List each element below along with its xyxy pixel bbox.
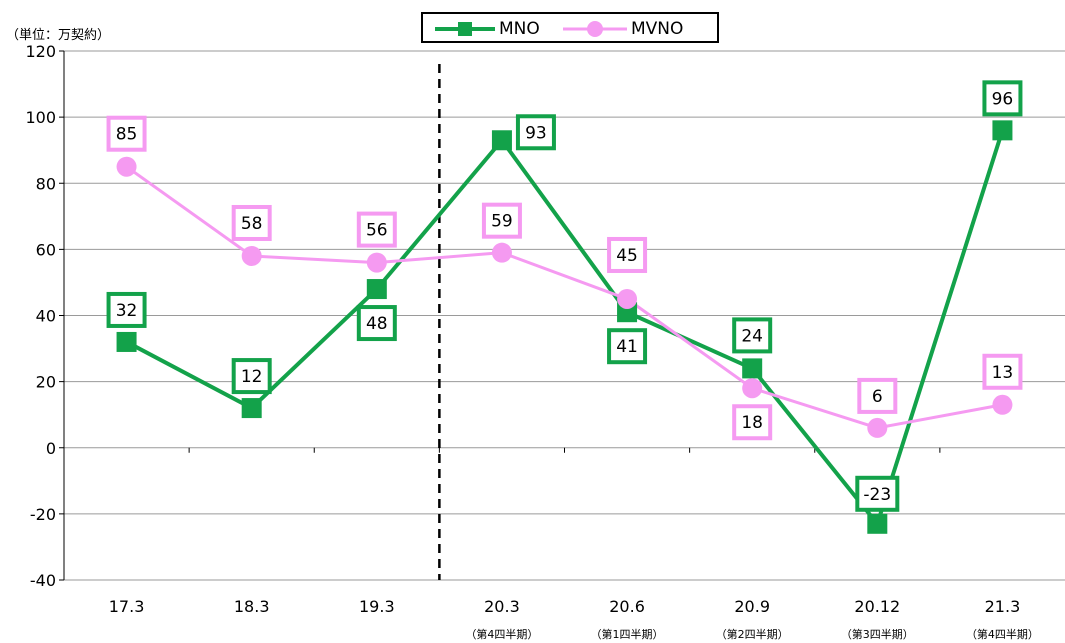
- data-label-box-mvno: [231, 204, 272, 241]
- data-label-box-mno: [356, 305, 397, 342]
- data-label-mvno: 59: [491, 212, 513, 232]
- x-tick-label: 20.12: [854, 597, 900, 616]
- data-label-box-mno: [732, 317, 773, 354]
- data-label-mvno: 45: [616, 246, 638, 266]
- x-tick-label: 17.3: [109, 597, 145, 616]
- x-sub-label: （第4四半期）: [465, 627, 538, 641]
- data-label-mvno: 85: [116, 125, 138, 145]
- legend-label-mno: MNO: [499, 19, 540, 39]
- data-label-box-mvno: [607, 236, 648, 273]
- data-point-mvno: [491, 242, 512, 263]
- x-sub-label: （第3四半期）: [841, 627, 914, 641]
- data-label-box-mno: [515, 114, 556, 151]
- data-label-mvno: 56: [366, 221, 388, 241]
- data-label-mno: 12: [241, 367, 263, 387]
- x-tick-label: 20.3: [484, 597, 520, 616]
- y-tick-label: 20: [36, 373, 56, 392]
- data-label-mvno: 58: [241, 214, 263, 234]
- x-sub-label: （第2四半期）: [716, 627, 789, 641]
- data-point-mno: [992, 120, 1013, 141]
- data-point-mno: [366, 279, 387, 300]
- x-sub-label: （第1四半期）: [591, 627, 664, 641]
- data-point-mvno: [992, 394, 1013, 415]
- legend-marker-mno: [435, 22, 495, 36]
- data-point-mno: [491, 130, 512, 151]
- y-tick-label: 80: [36, 174, 56, 193]
- data-label-box-mvno: [857, 377, 898, 414]
- unit-label: （単位：万契約）: [6, 28, 111, 43]
- data-label-box-mvno: [106, 115, 147, 152]
- data-label-mvno: 18: [741, 413, 763, 433]
- y-tick-label: -20: [30, 505, 56, 524]
- legend-item-mvno: MVNO: [563, 18, 683, 40]
- data-label-box-mno: [855, 475, 900, 512]
- y-tick-label: 60: [36, 240, 56, 259]
- legend: MNO MVNO: [421, 12, 719, 43]
- legend-item-mno: MNO: [435, 18, 540, 40]
- x-tick-label: 18.3: [234, 597, 270, 616]
- data-point-mvno: [366, 252, 387, 273]
- data-label-box-mno: [607, 328, 648, 365]
- series-line-mvno: [125, 165, 1003, 430]
- data-point-mno: [742, 358, 763, 379]
- data-point-mvno: [742, 378, 763, 399]
- legend-label-mvno: MVNO: [631, 19, 684, 39]
- data-point-mvno: [116, 156, 137, 177]
- data-label-mno: 24: [741, 326, 763, 346]
- x-tick-label: 19.3: [359, 597, 395, 616]
- data-label-box-mvno: [481, 202, 522, 239]
- data-point-mvno: [867, 417, 888, 438]
- data-point-mno: [241, 398, 262, 419]
- data-label-mno: 96: [992, 89, 1014, 109]
- y-tick-label: -40: [30, 571, 56, 590]
- data-point-mvno: [241, 245, 262, 266]
- data-label-box-mno: [982, 80, 1023, 117]
- y-tick-label: 100: [25, 108, 56, 127]
- data-label-mvno: 13: [992, 363, 1014, 383]
- x-sub-label: （第4四半期）: [966, 627, 1039, 641]
- data-label-mno: 41: [616, 337, 638, 357]
- data-point-mno: [116, 331, 137, 352]
- data-label-box-mvno: [982, 353, 1023, 390]
- x-tick-label: 20.9: [734, 597, 770, 616]
- data-label-mno: 32: [116, 301, 138, 321]
- x-tick-label: 20.6: [609, 597, 645, 616]
- y-tick-label: 40: [36, 307, 56, 326]
- data-label-mno: -23: [863, 485, 891, 505]
- series-line-mno: [125, 129, 1005, 526]
- data-label-box-mno: [231, 358, 272, 395]
- data-label-mno: 93: [525, 123, 547, 143]
- data-point-mvno: [617, 288, 638, 309]
- legend-marker-mvno: [563, 21, 627, 37]
- data-label-mvno: 6: [872, 387, 883, 407]
- y-tick-label: 0: [46, 439, 56, 458]
- data-label-mno: 48: [366, 314, 388, 334]
- data-label-box-mno: [106, 291, 147, 328]
- data-point-mno: [867, 513, 888, 534]
- x-tick-label: 21.3: [985, 597, 1021, 616]
- data-label-box-mvno: [356, 211, 397, 248]
- data-label-box-mvno: [732, 404, 773, 441]
- y-tick-label: 120: [25, 42, 56, 61]
